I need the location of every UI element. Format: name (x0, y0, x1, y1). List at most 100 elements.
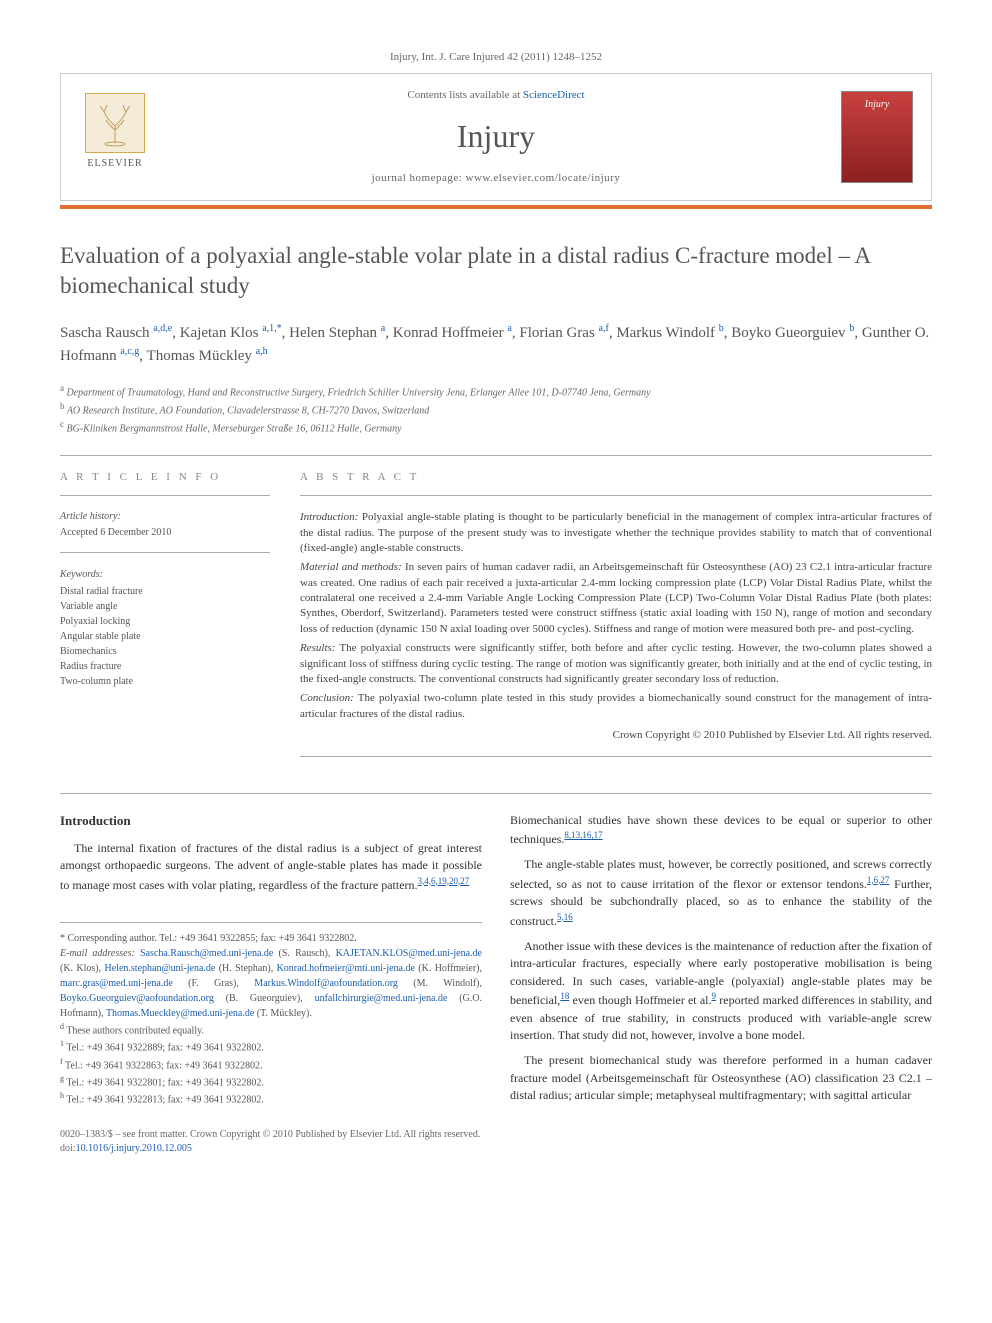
journal-name: Injury (169, 114, 823, 159)
abstract-intro-label: Introduction: (300, 511, 358, 523)
abstract-conclusion-text: The polyaxial two-column plate tested in… (300, 692, 932, 719)
author: Markus Windolf b (616, 325, 723, 341)
elsevier-logo: ELSEVIER (79, 93, 151, 181)
author: Thomas Mückley a,h (147, 348, 268, 364)
footnote-note: f Tel.: +49 3641 9322863; fax: +49 3641 … (60, 1056, 482, 1073)
abstract-conclusion-label: Conclusion: (300, 692, 354, 704)
author-affil-link[interactable]: a (381, 323, 385, 334)
accepted-date: Accepted 6 December 2010 (60, 526, 270, 540)
abstract-conclusion: Conclusion: The polyaxial two-column pla… (300, 691, 932, 722)
author: Konrad Hoffmeier a (393, 325, 512, 341)
body-para-5: The present biomechanical study was ther… (510, 1052, 932, 1104)
journal-homepage: journal homepage: www.elsevier.com/locat… (169, 171, 823, 186)
footnote-sup: g (60, 1074, 64, 1083)
author-name: Boyko Gueorguiev (731, 325, 845, 341)
author-name: Thomas Mückley (147, 348, 252, 364)
email-link[interactable]: Boyko.Gueorguiev@aofoundation.org (60, 993, 214, 1004)
footnote-sup: d (60, 1022, 64, 1031)
article-history-heading: Article history: (60, 510, 270, 524)
footnotes: * Corresponding author. Tel.: +49 3641 9… (60, 922, 482, 1108)
front-matter-line: 0020–1383/$ – see front matter. Crown Co… (60, 1128, 932, 1142)
author: Kajetan Klos a,1,* (180, 325, 282, 341)
footnote-sup: f (60, 1057, 63, 1066)
abstract-intro: Introduction: Polyaxial angle-stable pla… (300, 510, 932, 556)
author-name: Sascha Rausch (60, 325, 150, 341)
divider (300, 756, 932, 757)
keyword: Polyaxial locking (60, 614, 270, 629)
email-link[interactable]: KAJETAN.KLOS@med.uni-jena.de (336, 948, 482, 959)
author-affil-link[interactable]: a,1,* (262, 323, 281, 334)
authors-list: Sascha Rausch a,d,e, Kajetan Klos a,1,*,… (60, 321, 932, 368)
email-addresses: E-mail addresses: Sascha.Rausch@med.uni-… (60, 946, 482, 1021)
abstract-methods-label: Material and methods: (300, 561, 402, 573)
affiliation: a Department of Traumatology, Hand and R… (60, 382, 932, 400)
affiliation: c BG-Kliniken Bergmannstrost Halle, Mers… (60, 418, 932, 436)
citation-link[interactable]: 18 (560, 991, 569, 1001)
doi-link[interactable]: 10.1016/j.injury.2010.12.005 (76, 1143, 192, 1154)
keywords-heading: Keywords: (60, 567, 270, 582)
citation-link[interactable]: 3,4,6,19,20,27 (418, 876, 470, 886)
body-para-1: The internal fixation of fractures of th… (60, 840, 482, 894)
email-link[interactable]: unfallchirurgie@med.uni-jena.de (315, 993, 448, 1004)
affiliations: a Department of Traumatology, Hand and R… (60, 382, 932, 437)
email-link[interactable]: Markus.Windolf@aofoundation.org (254, 978, 398, 989)
citation-link[interactable]: 8,13,16,17 (564, 830, 602, 840)
article-title: Evaluation of a polyaxial angle-stable v… (60, 241, 932, 301)
affil-sup: c (60, 419, 64, 429)
body-p4b-text: even though Hoffmeier et al. (569, 993, 711, 1007)
bottom-bar: 0020–1383/$ – see front matter. Crown Co… (60, 1128, 932, 1156)
journal-header-box: ELSEVIER Contents lists available at Sci… (60, 73, 932, 201)
citation-link[interactable]: 1,6,27 (867, 875, 890, 885)
divider (60, 455, 932, 456)
author-name: Florian Gras (519, 325, 594, 341)
author-affil-link[interactable]: a,c,g (120, 346, 139, 357)
author-affil-link[interactable]: a,h (256, 346, 268, 357)
email-label: E-mail addresses: (60, 948, 135, 959)
email-link[interactable]: Thomas.Mueckley@med.uni-jena.de (106, 1008, 254, 1019)
author-affil-link[interactable]: a,f (599, 323, 609, 334)
author-name: Konrad Hoffmeier (393, 325, 504, 341)
divider (60, 495, 270, 496)
affil-sup: b (60, 401, 65, 411)
affil-sup: a (60, 383, 64, 393)
author-name: Markus Windolf (616, 325, 715, 341)
abstract-results-label: Results: (300, 642, 335, 654)
footnote-note: h Tel.: +49 3641 9322813; fax: +49 3641 … (60, 1090, 482, 1107)
homepage-prefix: journal homepage: (372, 172, 466, 184)
keyword: Biomechanics (60, 644, 270, 659)
author-affil-link[interactable]: a (507, 323, 511, 334)
abstract-results-text: The polyaxial constructs were significan… (300, 642, 932, 685)
contents-available-line: Contents lists available at ScienceDirec… (169, 88, 823, 103)
keyword: Variable angle (60, 599, 270, 614)
author-affil-link[interactable]: a,d,e (153, 323, 172, 334)
email-link[interactable]: Sascha.Rausch@med.uni-jena.de (140, 948, 273, 959)
divider (300, 495, 932, 496)
author: Boyko Gueorguiev b (731, 325, 854, 341)
elsevier-tree-icon (85, 93, 145, 153)
section-heading-introduction: Introduction (60, 812, 482, 830)
homepage-url: www.elsevier.com/locate/injury (466, 172, 621, 184)
elsevier-label: ELSEVIER (87, 157, 142, 171)
body-para-3: The angle-stable plates must, however, b… (510, 856, 932, 930)
author-affil-link[interactable]: b (849, 323, 854, 334)
footnote-note: g Tel.: +49 3641 9322801; fax: +49 3641 … (60, 1073, 482, 1090)
citation-link[interactable]: 5,16 (557, 912, 573, 922)
orange-divider (60, 205, 932, 209)
email-link[interactable]: Konrad.hofmeier@mti.uni-jena.de (277, 963, 415, 974)
footnote-note: d These authors contributed equally. (60, 1021, 482, 1038)
sciencedirect-link[interactable]: ScienceDirect (523, 89, 585, 101)
corresponding-author-note: * Corresponding author. Tel.: +49 3641 9… (60, 931, 482, 946)
keyword: Radius fracture (60, 659, 270, 674)
abstract-heading: A B S T R A C T (300, 470, 932, 485)
email-link[interactable]: marc.gras@med.uni-jena.de (60, 978, 173, 989)
author-affil-link[interactable]: b (719, 323, 724, 334)
keyword: Angular stable plate (60, 629, 270, 644)
keyword: Distal radial fracture (60, 584, 270, 599)
email-link[interactable]: Helen.stephan@uni-jena.de (105, 963, 216, 974)
divider (60, 793, 932, 794)
body-para-4: Another issue with these devices is the … (510, 938, 932, 1044)
author: Helen Stephan a (289, 325, 385, 341)
abstract-results: Results: The polyaxial constructs were s… (300, 641, 932, 687)
cover-label: Injury (865, 98, 889, 112)
abstract-copyright: Crown Copyright © 2010 Published by Else… (300, 728, 932, 743)
